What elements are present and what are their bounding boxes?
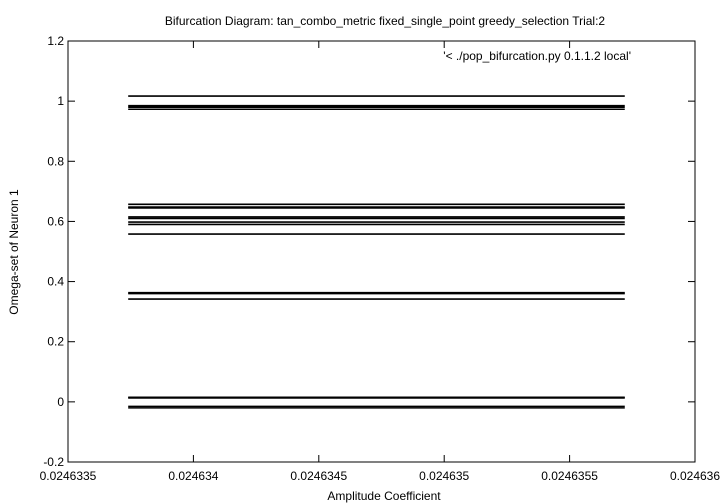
y-tick-label: -0.2 bbox=[43, 455, 64, 469]
x-tick-label: 0.0246345 bbox=[290, 469, 347, 483]
y-tick-label: 1.2 bbox=[47, 34, 64, 48]
chart-title: Bifurcation Diagram: tan_combo_metric fi… bbox=[165, 14, 606, 28]
x-tick-label: 0.024635 bbox=[419, 469, 469, 483]
x-tick-label: 0.0246355 bbox=[541, 469, 598, 483]
x-tick-label: 0.0246335 bbox=[40, 469, 97, 483]
y-tick-label: 0.6 bbox=[47, 214, 64, 228]
x-tick-label: 0.024634 bbox=[168, 469, 218, 483]
plot-frame bbox=[67, 40, 696, 463]
y-tick-label: 0.8 bbox=[47, 154, 64, 168]
omega-lines bbox=[128, 95, 625, 409]
x-axis-label: Amplitude Coefficient bbox=[327, 489, 441, 503]
legend-label: '< ./pop_bifurcation.py 0.1.1.2 local' bbox=[443, 49, 631, 63]
y-tick-label: 0.2 bbox=[47, 335, 64, 349]
y-tick-label: 1 bbox=[57, 94, 64, 108]
y-tick-label: 0.4 bbox=[47, 275, 64, 289]
y-axis-label: Omega-set of Neuron 1 bbox=[7, 189, 21, 315]
y-tick-label: 0 bbox=[57, 395, 64, 409]
axis-ticks: 0.0246335 0.024634 0.0246345 0.024635 0.0246… bbox=[40, 34, 720, 483]
x-tick-label: 0.024636 bbox=[670, 469, 720, 483]
